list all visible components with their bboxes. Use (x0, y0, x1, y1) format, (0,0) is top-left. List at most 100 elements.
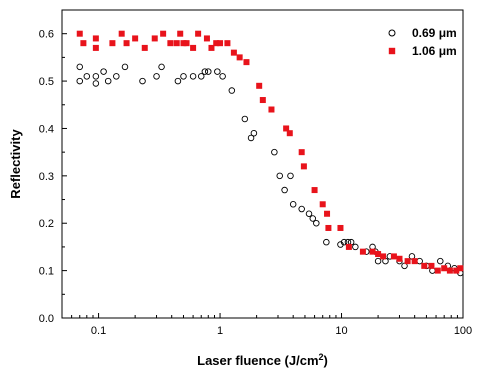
data-point-square (203, 35, 210, 42)
data-point-square (345, 243, 352, 250)
x-axis-title-main: Laser fluence (J/cm (197, 353, 318, 368)
y-axis-title: Reflectivity (8, 129, 23, 199)
data-point-square (151, 35, 158, 42)
data-point-circle (153, 73, 160, 80)
data-point-circle (158, 63, 165, 71)
data-point-square (76, 30, 83, 37)
data-point-circle (201, 68, 209, 75)
data-point-circle (340, 238, 348, 246)
x-tick-label: 0.1 (91, 325, 106, 337)
data-point-square (213, 40, 220, 47)
x-tick-label: 1 (217, 325, 223, 337)
data-point-square (230, 49, 237, 56)
data-point-circle (276, 172, 283, 180)
x-axis-title: Laser fluence (J/cm2) (197, 352, 328, 368)
data-point-circle (174, 77, 182, 85)
data-point-square (457, 265, 464, 272)
data-point-square (390, 253, 397, 260)
data-point-square (441, 265, 448, 272)
data-point-square (208, 44, 215, 51)
data-point-square (236, 54, 243, 61)
plot-frame (61, 9, 464, 319)
data-point-square (359, 248, 366, 255)
data-point-square (319, 201, 326, 208)
data-point-circle (401, 262, 408, 270)
data-point-square (224, 40, 231, 47)
y-tick-label: 0.5 (39, 76, 54, 88)
data-point-square (259, 97, 266, 104)
data-point-square (160, 30, 167, 37)
data-point-circle (374, 257, 382, 265)
legend-label: 1.06 μm (412, 44, 457, 58)
data-point-circle (250, 129, 258, 137)
x-tick-label: 100 (454, 325, 472, 337)
y-tick-label: 0.1 (39, 266, 54, 278)
data-point-square (173, 40, 180, 47)
data-point-circle (100, 68, 107, 75)
data-point-square (396, 255, 403, 262)
data-point-circle (139, 77, 146, 85)
data-point-square (109, 40, 116, 47)
data-point-square (183, 40, 190, 47)
data-point-square (311, 187, 318, 194)
data-point-square (453, 267, 460, 274)
legend-marker-square (388, 47, 396, 55)
plot-border (61, 9, 464, 319)
data-point-circle (241, 115, 249, 123)
data-point-square (132, 35, 139, 42)
data-point-circle (180, 73, 187, 80)
data-point-square (298, 149, 305, 156)
y-tick-label: 0.3 (39, 171, 54, 183)
y-tick-label: 0.4 (39, 123, 54, 135)
data-point-circle (214, 68, 221, 75)
data-point-circle (247, 134, 255, 142)
data-point-circle (189, 73, 197, 80)
data-point-square (195, 30, 202, 37)
legend-marker-circle (388, 29, 396, 37)
data-point-square (380, 253, 387, 260)
data-point-square (123, 40, 130, 47)
data-point-square (283, 125, 290, 132)
y-axis: 0.0 0.1 0.2 0.3 0.4 0.5 0.6 (39, 9, 67, 325)
data-point-circle (287, 172, 294, 180)
data-point-circle (92, 80, 100, 87)
data-point-square (80, 40, 87, 47)
x-tick-label: 10 (335, 325, 347, 337)
data-point-square (404, 258, 411, 265)
data-point-square (118, 30, 125, 37)
data-point-square (268, 106, 275, 113)
data-point-square (324, 210, 331, 217)
x-axis-title-superscript: 2 (319, 352, 324, 362)
data-point-circle (323, 238, 330, 246)
data-point-circle (305, 210, 313, 218)
data-point-square (325, 224, 332, 231)
data-point-square (243, 59, 250, 66)
y-tick-label: 0.2 (39, 218, 54, 230)
data-point-circle (197, 73, 205, 80)
data-point-square (421, 262, 428, 269)
data-point-circle (205, 68, 212, 75)
data-point-circle (352, 243, 359, 251)
data-point-circle (121, 63, 129, 71)
series-1 (76, 63, 464, 277)
data-point-circle (76, 77, 84, 85)
data-point-circle (92, 73, 100, 80)
data-point-square (190, 44, 197, 51)
data-point-square (217, 40, 224, 47)
data-point-square (286, 130, 293, 137)
data-point-square (92, 44, 99, 51)
y-tick-label: 0.0 (39, 313, 54, 325)
data-point-circle (113, 73, 120, 80)
data-point-square (180, 40, 187, 47)
data-point-square (337, 224, 344, 231)
data-point-circle (271, 148, 278, 156)
x-axis: 0.1 1 10 100 (61, 313, 472, 337)
data-point-square (369, 248, 376, 255)
data-point-circle (313, 219, 320, 227)
data-point-circle (309, 215, 317, 222)
data-point-square (141, 44, 148, 51)
data-point-circle (104, 77, 112, 85)
legend: 0.69 μm 1.06 μm (388, 26, 457, 58)
data-point-square (92, 35, 99, 42)
